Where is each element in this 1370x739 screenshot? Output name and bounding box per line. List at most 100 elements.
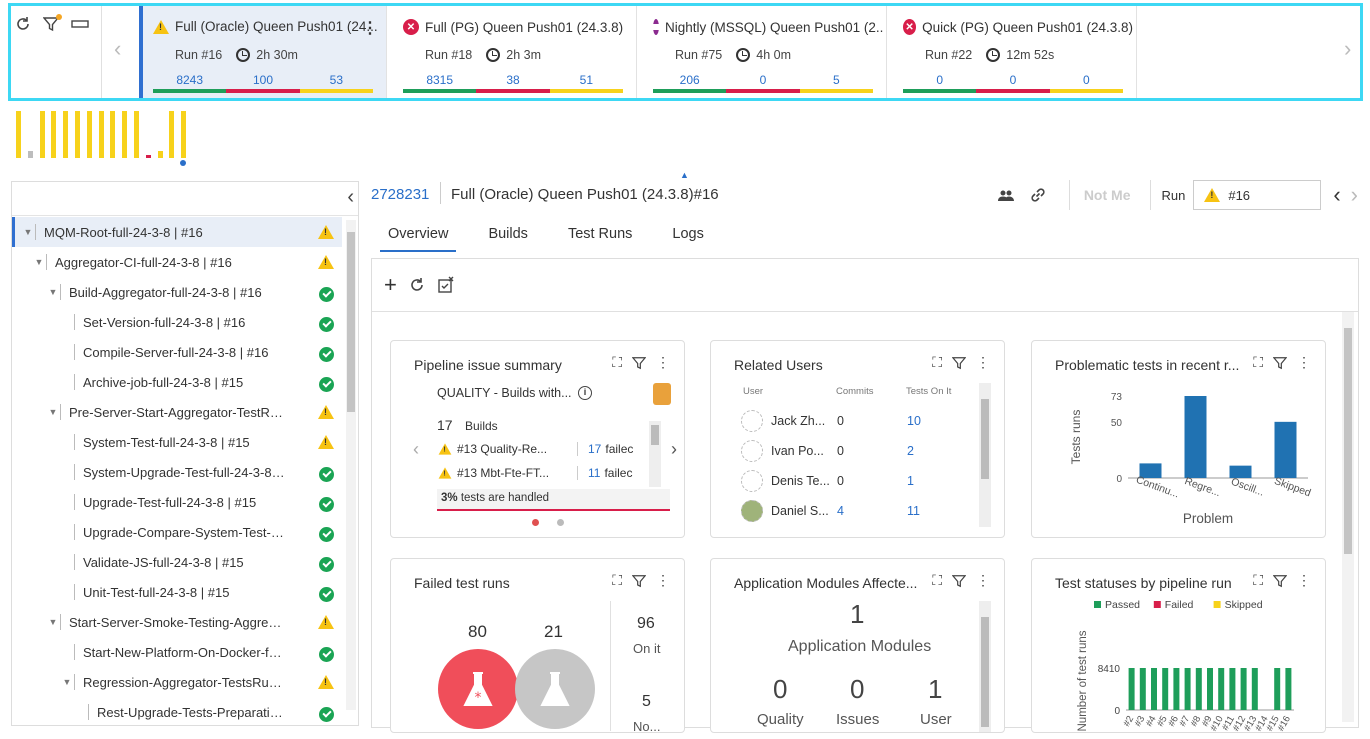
user-row[interactable]: Ivan Po... 0 2 <box>741 439 971 463</box>
pipeline-id-link[interactable]: 2728231 <box>371 186 430 203</box>
user-row[interactable]: Daniel S... 4 11 <box>741 499 971 523</box>
filter-icon[interactable] <box>632 572 646 589</box>
failed-count[interactable]: 0 <box>759 73 767 87</box>
history-bar[interactable] <box>86 110 92 158</box>
filter-icon[interactable] <box>1273 572 1287 589</box>
list-item[interactable]: #13 Mbt-Fte-FT... 11 failec <box>437 461 647 485</box>
tree-row[interactable]: Compile-Server-full-24-3-8 | #16 <box>12 337 342 367</box>
run-select[interactable]: #16 <box>1193 180 1322 210</box>
failed-count[interactable]: 38 <box>506 73 520 87</box>
history-bar[interactable] <box>181 110 187 158</box>
more-vert-icon[interactable]: ⋮ <box>656 572 670 588</box>
refresh-icon[interactable] <box>15 16 31 32</box>
chevron-left-icon[interactable]: ‹ <box>413 439 419 459</box>
tree-row[interactable]: ▼ Aggregator-CI-full-24-3-8 | #16 <box>12 247 342 277</box>
tree-row[interactable]: System-Upgrade-Test-full-24-3-8 | #15 <box>12 457 342 487</box>
history-bar[interactable] <box>98 110 104 158</box>
previous-run-button[interactable]: ‹ <box>1333 182 1341 207</box>
user-row[interactable]: Denis Te... 0 1 <box>741 469 971 493</box>
passed-count[interactable]: 8243 <box>176 73 204 87</box>
filter-icon[interactable] <box>952 354 966 371</box>
user-row[interactable]: Jack Zh... 0 10 <box>741 409 971 433</box>
filter-icon[interactable] <box>952 572 966 589</box>
filter-icon[interactable] <box>1273 354 1287 371</box>
pipeline-card[interactable]: ✕ Full (PG) Queen Push01 (24.3.8) Run #1… <box>389 6 637 98</box>
add-widget-icon[interactable]: + <box>384 272 397 297</box>
tree-row[interactable]: ▼ MQM-Root-full-24-3-8 | #16 <box>12 217 342 247</box>
more-vert-icon[interactable]: ⋮ <box>362 20 378 37</box>
tree-row[interactable]: Archive-job-full-24-3-8 | #15 <box>12 367 342 397</box>
tree-row[interactable]: ▼ Start-Server-Smoke-Testing-Aggregato..… <box>12 607 342 637</box>
more-vert-icon[interactable]: ⋮ <box>1297 354 1311 370</box>
history-bar[interactable] <box>75 110 80 158</box>
tree-row[interactable]: Unit-Test-full-24-3-8 | #15 <box>12 577 342 607</box>
not-me-button[interactable]: Not Me <box>1083 187 1131 203</box>
more-vert-icon[interactable]: ⋮ <box>976 572 990 588</box>
failed-count[interactable]: 100 <box>252 73 273 87</box>
skipped-count[interactable]: 5 <box>832 73 840 87</box>
skipped-count[interactable]: 51 <box>579 73 593 87</box>
history-bar[interactable] <box>122 110 128 158</box>
tree-row[interactable]: Validate-JS-full-24-3-8 | #15 <box>12 547 342 577</box>
fullscreen-icon[interactable]: ⛶ <box>1253 572 1263 588</box>
passed-count[interactable]: 206 <box>679 73 700 87</box>
user-tests[interactable]: 11 <box>907 504 920 518</box>
user-tests[interactable]: 10 <box>907 414 921 428</box>
history-bar[interactable] <box>39 110 45 158</box>
tab-test-runs[interactable]: Test Runs <box>567 226 633 242</box>
caret-down-icon[interactable]: ▼ <box>62 677 72 687</box>
chevron-left-icon[interactable]: ‹ <box>114 36 122 61</box>
filter-icon[interactable] <box>632 354 646 371</box>
link-icon[interactable] <box>1029 186 1047 204</box>
tree-row[interactable]: Start-New-Platform-On-Docker-full-2... <box>12 637 342 667</box>
tree-row[interactable]: Upgrade-Test-full-24-3-8 | #15 <box>12 487 342 517</box>
fullscreen-icon[interactable]: ⛶ <box>612 572 622 588</box>
run-history-histogram[interactable] <box>16 106 196 166</box>
users-icon[interactable] <box>997 188 1015 202</box>
chevron-left-icon[interactable]: ‹ <box>347 186 354 208</box>
more-vert-icon[interactable]: ⋮ <box>1297 572 1311 588</box>
list-item[interactable]: #13 Quality-Re... 17 failec <box>437 437 647 461</box>
filter-icon[interactable] <box>43 14 62 32</box>
dashboard-scrollbar[interactable] <box>1342 312 1354 722</box>
scrollbar[interactable] <box>649 421 661 487</box>
tree-row[interactable]: ▼ Regression-Aggregator-TestsRunner... <box>12 667 342 697</box>
fullscreen-icon[interactable]: ⛶ <box>1253 354 1263 370</box>
caret-down-icon[interactable]: ▼ <box>34 257 44 267</box>
history-bar[interactable] <box>157 150 163 158</box>
tree-row[interactable]: ▼ Pre-Server-Start-Aggregator-TestRunner… <box>12 397 342 427</box>
skipped-count[interactable]: 53 <box>329 73 343 87</box>
history-bar[interactable] <box>145 155 151 158</box>
fullscreen-icon[interactable]: ⛶ <box>932 354 942 370</box>
carousel-dot[interactable] <box>557 519 564 526</box>
tab-builds[interactable]: Builds <box>488 226 528 242</box>
fullscreen-icon[interactable]: ⛶ <box>932 572 942 588</box>
dashboard-scroll-thumb[interactable] <box>1344 328 1352 554</box>
failed-count[interactable]: 0 <box>1009 73 1017 87</box>
tree-row[interactable]: System-Test-full-24-3-8 | #15 <box>12 427 342 457</box>
pipeline-card[interactable]: Full (Oracle) Queen Push01 (24... ⋮ Run … <box>139 6 387 98</box>
caret-down-icon[interactable]: ▼ <box>48 617 58 627</box>
tree-row[interactable]: Rest-Upgrade-Tests-Preparation-f... <box>12 697 342 727</box>
scrollbar[interactable] <box>979 601 991 732</box>
info-icon[interactable]: i <box>578 386 592 400</box>
history-bar[interactable] <box>51 110 57 158</box>
history-bar[interactable] <box>16 110 21 158</box>
tree-row[interactable]: ▼ Build-Aggregator-full-24-3-8 | #16 <box>12 277 342 307</box>
caret-down-icon[interactable]: ▼ <box>23 227 33 237</box>
more-vert-icon[interactable]: ⋮ <box>976 354 990 370</box>
tab-logs[interactable]: Logs <box>672 226 704 242</box>
user-tests[interactable]: 1 <box>907 474 914 488</box>
new-failures-flask-icon[interactable]: * <box>438 649 518 729</box>
skipped-count[interactable]: 0 <box>1082 73 1090 87</box>
history-bar[interactable] <box>134 110 139 158</box>
tree-row[interactable]: Upgrade-Compare-System-Test-full-... <box>12 517 342 547</box>
chevron-right-icon[interactable]: › <box>671 439 677 459</box>
history-bar[interactable] <box>27 150 33 158</box>
passed-count[interactable]: 8315 <box>426 73 454 87</box>
user-tests[interactable]: 2 <box>907 444 914 458</box>
tree-row[interactable]: Set-Version-full-24-3-8 | #16 <box>12 307 342 337</box>
tab-overview[interactable]: Overview <box>380 222 457 252</box>
more-vert-icon[interactable]: ⋮ <box>656 354 670 370</box>
pipeline-card[interactable]: ✕ Quick (PG) Queen Push01 (24.3.8) Run #… <box>889 6 1137 98</box>
